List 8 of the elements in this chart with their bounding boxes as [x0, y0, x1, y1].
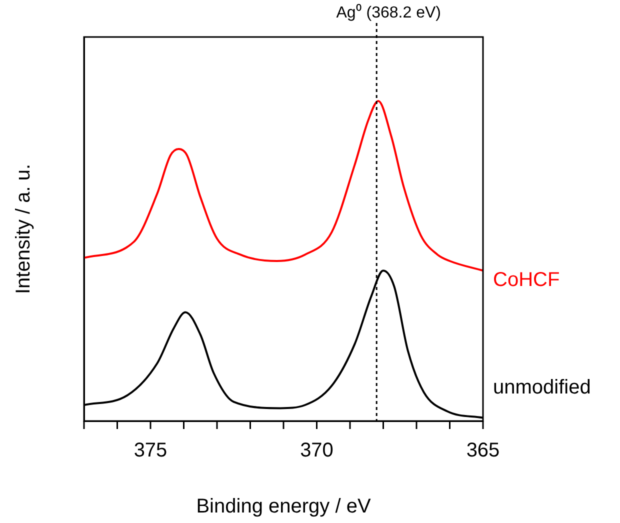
series-label: CoHCF [493, 269, 560, 292]
ref-line-label: Ag⁰ (368.2 eV) [336, 3, 441, 22]
y-axis-title: Intensity / a. u. [12, 164, 35, 294]
series-label: unmodified [493, 376, 591, 398]
x-axis-title: Binding energy / eV [196, 496, 372, 518]
x-tick-label: 365 [466, 440, 500, 462]
x-tick-label: 370 [300, 440, 334, 462]
x-tick-label: 375 [134, 440, 168, 462]
